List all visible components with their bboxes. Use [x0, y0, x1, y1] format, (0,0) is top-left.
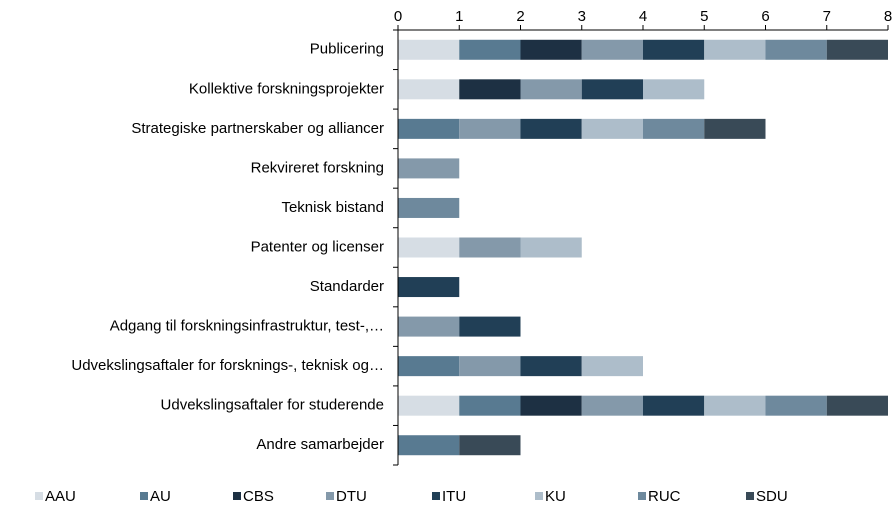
bar-segment — [459, 39, 521, 60]
bar-segment — [398, 395, 460, 416]
bar-segment — [398, 277, 460, 298]
x-tick-label: 6 — [761, 8, 769, 25]
x-tick-label: 3 — [578, 8, 586, 25]
bar-segment — [704, 395, 766, 416]
bar-segment — [704, 118, 766, 139]
bar-segment — [398, 435, 460, 456]
bar-segment — [459, 237, 521, 258]
x-tick-label: 7 — [823, 8, 831, 25]
legend-label: AAU — [45, 488, 76, 505]
y-tick-label: Rekvireret forskning — [251, 159, 384, 176]
bar-segment — [459, 435, 521, 456]
bar-segment — [459, 316, 521, 337]
legend-label: KU — [545, 488, 566, 505]
y-tick-label: Standarder — [310, 278, 384, 295]
bar-segment — [520, 39, 582, 60]
bar-segment — [520, 79, 582, 100]
legend-swatch — [326, 492, 334, 500]
legend-swatch — [233, 492, 241, 500]
y-tick-label: Udvekslingsaftaler for forsknings-, tekn… — [71, 357, 384, 374]
bar-segment — [581, 395, 643, 416]
y-tick-label: Strategiske partnerskaber og alliancer — [131, 120, 384, 137]
bar-segment — [520, 395, 582, 416]
legend-swatch — [535, 492, 543, 500]
legend-swatch — [638, 492, 646, 500]
bar-segment — [398, 237, 460, 258]
x-tick-label: 4 — [639, 8, 647, 25]
legend-label: ITU — [442, 488, 466, 505]
legend-label: SDU — [756, 488, 788, 505]
legend-swatch — [432, 492, 440, 500]
y-tick-label: Adgang til forskningsinfrastruktur, test… — [110, 318, 384, 335]
y-tick-label: Teknisk bistand — [281, 199, 384, 216]
x-tick-label: 1 — [455, 8, 463, 25]
bar-segment — [398, 158, 460, 179]
bar-segment — [398, 39, 460, 60]
legend-label: RUC — [648, 488, 681, 505]
bar-segment — [765, 395, 827, 416]
bar-segment — [826, 39, 888, 60]
bar-segment — [643, 79, 705, 100]
bar-segment — [459, 79, 521, 100]
bar-segment — [459, 395, 521, 416]
bar-segment — [581, 118, 643, 139]
legend-label: DTU — [336, 488, 367, 505]
x-tick-label: 0 — [394, 8, 402, 25]
x-tick-label: 2 — [516, 8, 524, 25]
y-tick-label: Andre samarbejder — [256, 436, 384, 453]
bar-segment — [643, 395, 705, 416]
legend-label: AU — [150, 488, 171, 505]
legend-label: CBS — [243, 488, 274, 505]
bar-segment — [520, 118, 582, 139]
bar-segment — [520, 237, 582, 258]
bar-segment — [581, 356, 643, 377]
bar-segment — [398, 197, 460, 218]
legend-swatch — [140, 492, 148, 500]
legend-swatch — [746, 492, 754, 500]
bar-segment — [398, 316, 460, 337]
bar-segment — [704, 39, 766, 60]
bar-segment — [643, 118, 705, 139]
y-tick-label: Patenter og licenser — [251, 238, 384, 255]
bar-segment — [765, 39, 827, 60]
bar-segment — [581, 39, 643, 60]
bar-segment — [581, 79, 643, 100]
bar-segment — [398, 79, 460, 100]
y-tick-label: Publicering — [310, 41, 384, 58]
x-tick-label: 5 — [700, 8, 708, 25]
bar-segment — [826, 395, 888, 416]
bar-segment — [643, 39, 705, 60]
bar-segment — [520, 356, 582, 377]
bar-segment — [459, 356, 521, 377]
y-tick-label: Udvekslingsaftaler for studerende — [161, 397, 384, 414]
bar-segment — [459, 118, 521, 139]
y-tick-label: Kollektive forskningsprojekter — [189, 80, 384, 97]
bar-segment — [398, 356, 460, 377]
legend-swatch — [35, 492, 43, 500]
bar-segment — [398, 118, 460, 139]
x-tick-label: 8 — [884, 8, 892, 25]
